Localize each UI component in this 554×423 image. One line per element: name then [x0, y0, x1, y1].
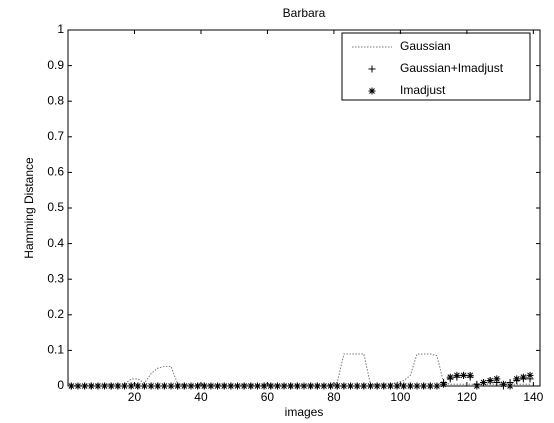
series-marker [134, 382, 142, 390]
series-marker [366, 382, 374, 390]
y-tick-label: 0.7 [47, 129, 64, 143]
series-marker [333, 382, 341, 390]
series-marker [167, 382, 175, 390]
y-tick-label: 1 [57, 22, 64, 36]
series-marker [360, 382, 368, 390]
y-tick-label: 0.9 [47, 58, 64, 72]
series-marker [513, 375, 521, 383]
series-marker [187, 382, 195, 390]
series-marker [74, 382, 82, 390]
series-marker [466, 371, 474, 379]
series-marker [406, 382, 414, 390]
series-marker [440, 380, 448, 388]
series-marker [154, 382, 162, 390]
legend-label: Imadjust [400, 83, 446, 97]
series-marker [127, 382, 135, 390]
series-marker [519, 373, 527, 381]
y-tick-label: 0.1 [47, 343, 64, 357]
y-tick-label: 0.8 [47, 93, 64, 107]
series-marker [313, 382, 321, 390]
legend-box [341, 32, 531, 101]
x-tick-label: 140 [523, 390, 543, 404]
x-tick-label: 100 [390, 390, 410, 404]
series-line [71, 353, 531, 386]
series-marker [214, 382, 222, 390]
series-marker [160, 382, 168, 390]
series-marker [81, 382, 89, 390]
series-marker [420, 382, 428, 390]
series-marker [227, 382, 235, 390]
series-marker [433, 382, 441, 390]
series-marker [473, 382, 481, 390]
series-marker [94, 382, 102, 390]
series-marker [300, 382, 308, 390]
series-marker [320, 382, 328, 390]
y-tick-label: 0.4 [47, 236, 64, 250]
y-tick-label: 0 [57, 378, 64, 392]
legend-label: Gaussian+Imadjust [400, 61, 504, 75]
series-marker [293, 382, 301, 390]
series-marker [87, 382, 95, 390]
series-marker [373, 382, 381, 390]
series-marker [327, 382, 335, 390]
series-marker [400, 382, 408, 390]
series-marker [446, 373, 454, 381]
series-marker [340, 382, 348, 390]
chart-title: Barbara [283, 6, 326, 20]
x-tick-label: 60 [261, 390, 275, 404]
series-marker [486, 377, 494, 385]
series-marker [493, 375, 501, 383]
series-marker [393, 382, 401, 390]
x-axis-label: images [285, 405, 324, 419]
series-marker [347, 382, 355, 390]
y-tick-label: 0.5 [47, 200, 64, 214]
series-marker [107, 382, 115, 390]
y-tick-label: 0.6 [47, 165, 64, 179]
legend-swatch [368, 65, 376, 73]
series-marker [101, 382, 109, 390]
series-marker [453, 371, 461, 379]
series-marker [413, 382, 421, 390]
y-axis-label: Hamming Distance [22, 157, 36, 259]
series-marker [460, 371, 468, 379]
series-marker [260, 382, 268, 390]
series-marker [273, 382, 281, 390]
series-marker [386, 382, 394, 390]
series-marker [200, 382, 208, 390]
series-marker [253, 382, 261, 390]
y-tick-label: 0.3 [47, 271, 64, 285]
series-marker [479, 378, 487, 386]
series-marker [380, 382, 388, 390]
series-marker [287, 382, 295, 390]
series-marker [426, 382, 434, 390]
y-tick-label: 0.2 [47, 307, 64, 321]
series-marker [220, 382, 228, 390]
series-marker [194, 382, 202, 390]
series-marker [307, 382, 315, 390]
series-marker [526, 371, 534, 379]
series-marker [174, 382, 182, 390]
legend-label: Gaussian [400, 39, 451, 53]
series-marker [234, 382, 242, 390]
legend-swatch [368, 87, 376, 95]
series-marker [114, 382, 122, 390]
series-marker [140, 382, 148, 390]
x-tick-label: 120 [457, 390, 477, 404]
series-marker [280, 382, 288, 390]
series-marker [121, 382, 129, 390]
series-marker [147, 382, 155, 390]
series-marker [353, 382, 361, 390]
x-tick-label: 80 [327, 390, 341, 404]
series-marker [240, 382, 248, 390]
x-tick-label: 40 [194, 390, 208, 404]
series-marker [67, 382, 75, 390]
x-tick-label: 20 [128, 390, 142, 404]
series-marker [207, 382, 215, 390]
series-marker [180, 382, 188, 390]
series-marker [506, 382, 514, 390]
series-marker [499, 380, 507, 388]
series-marker [247, 382, 255, 390]
series-marker [267, 382, 275, 390]
